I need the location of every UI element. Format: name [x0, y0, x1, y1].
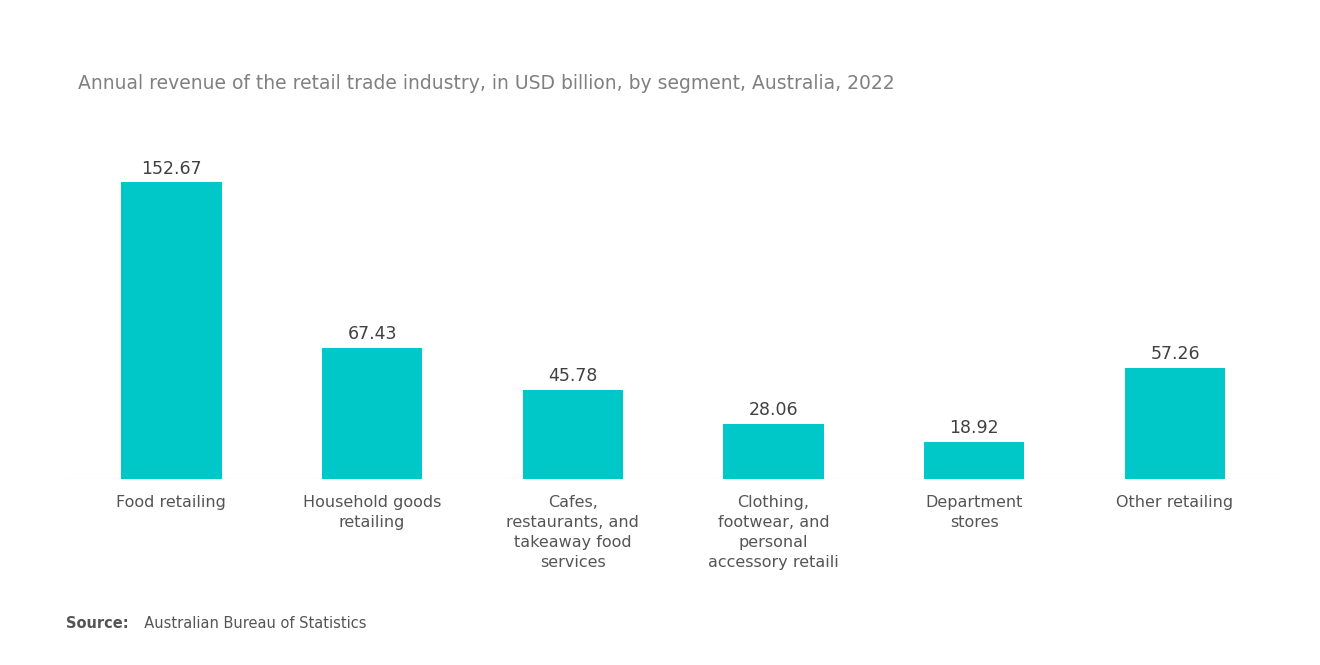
Bar [322, 348, 422, 479]
Text: 57.26: 57.26 [1150, 344, 1200, 363]
Bar [1125, 368, 1225, 479]
Text: Source:: Source: [66, 616, 128, 632]
Bar [523, 390, 623, 479]
Text: 18.92: 18.92 [949, 419, 999, 437]
Bar [121, 182, 222, 479]
Bar [723, 424, 824, 479]
Text: Annual revenue of the retail trade industry, in USD billion, by segment, Austral: Annual revenue of the retail trade indus… [78, 74, 895, 93]
Text: Australian Bureau of Statistics: Australian Bureau of Statistics [135, 616, 366, 632]
Text: 45.78: 45.78 [548, 367, 598, 385]
Text: 28.06: 28.06 [748, 402, 799, 420]
Text: 67.43: 67.43 [347, 325, 397, 343]
Bar [924, 442, 1024, 479]
Text: 152.67: 152.67 [141, 160, 202, 178]
